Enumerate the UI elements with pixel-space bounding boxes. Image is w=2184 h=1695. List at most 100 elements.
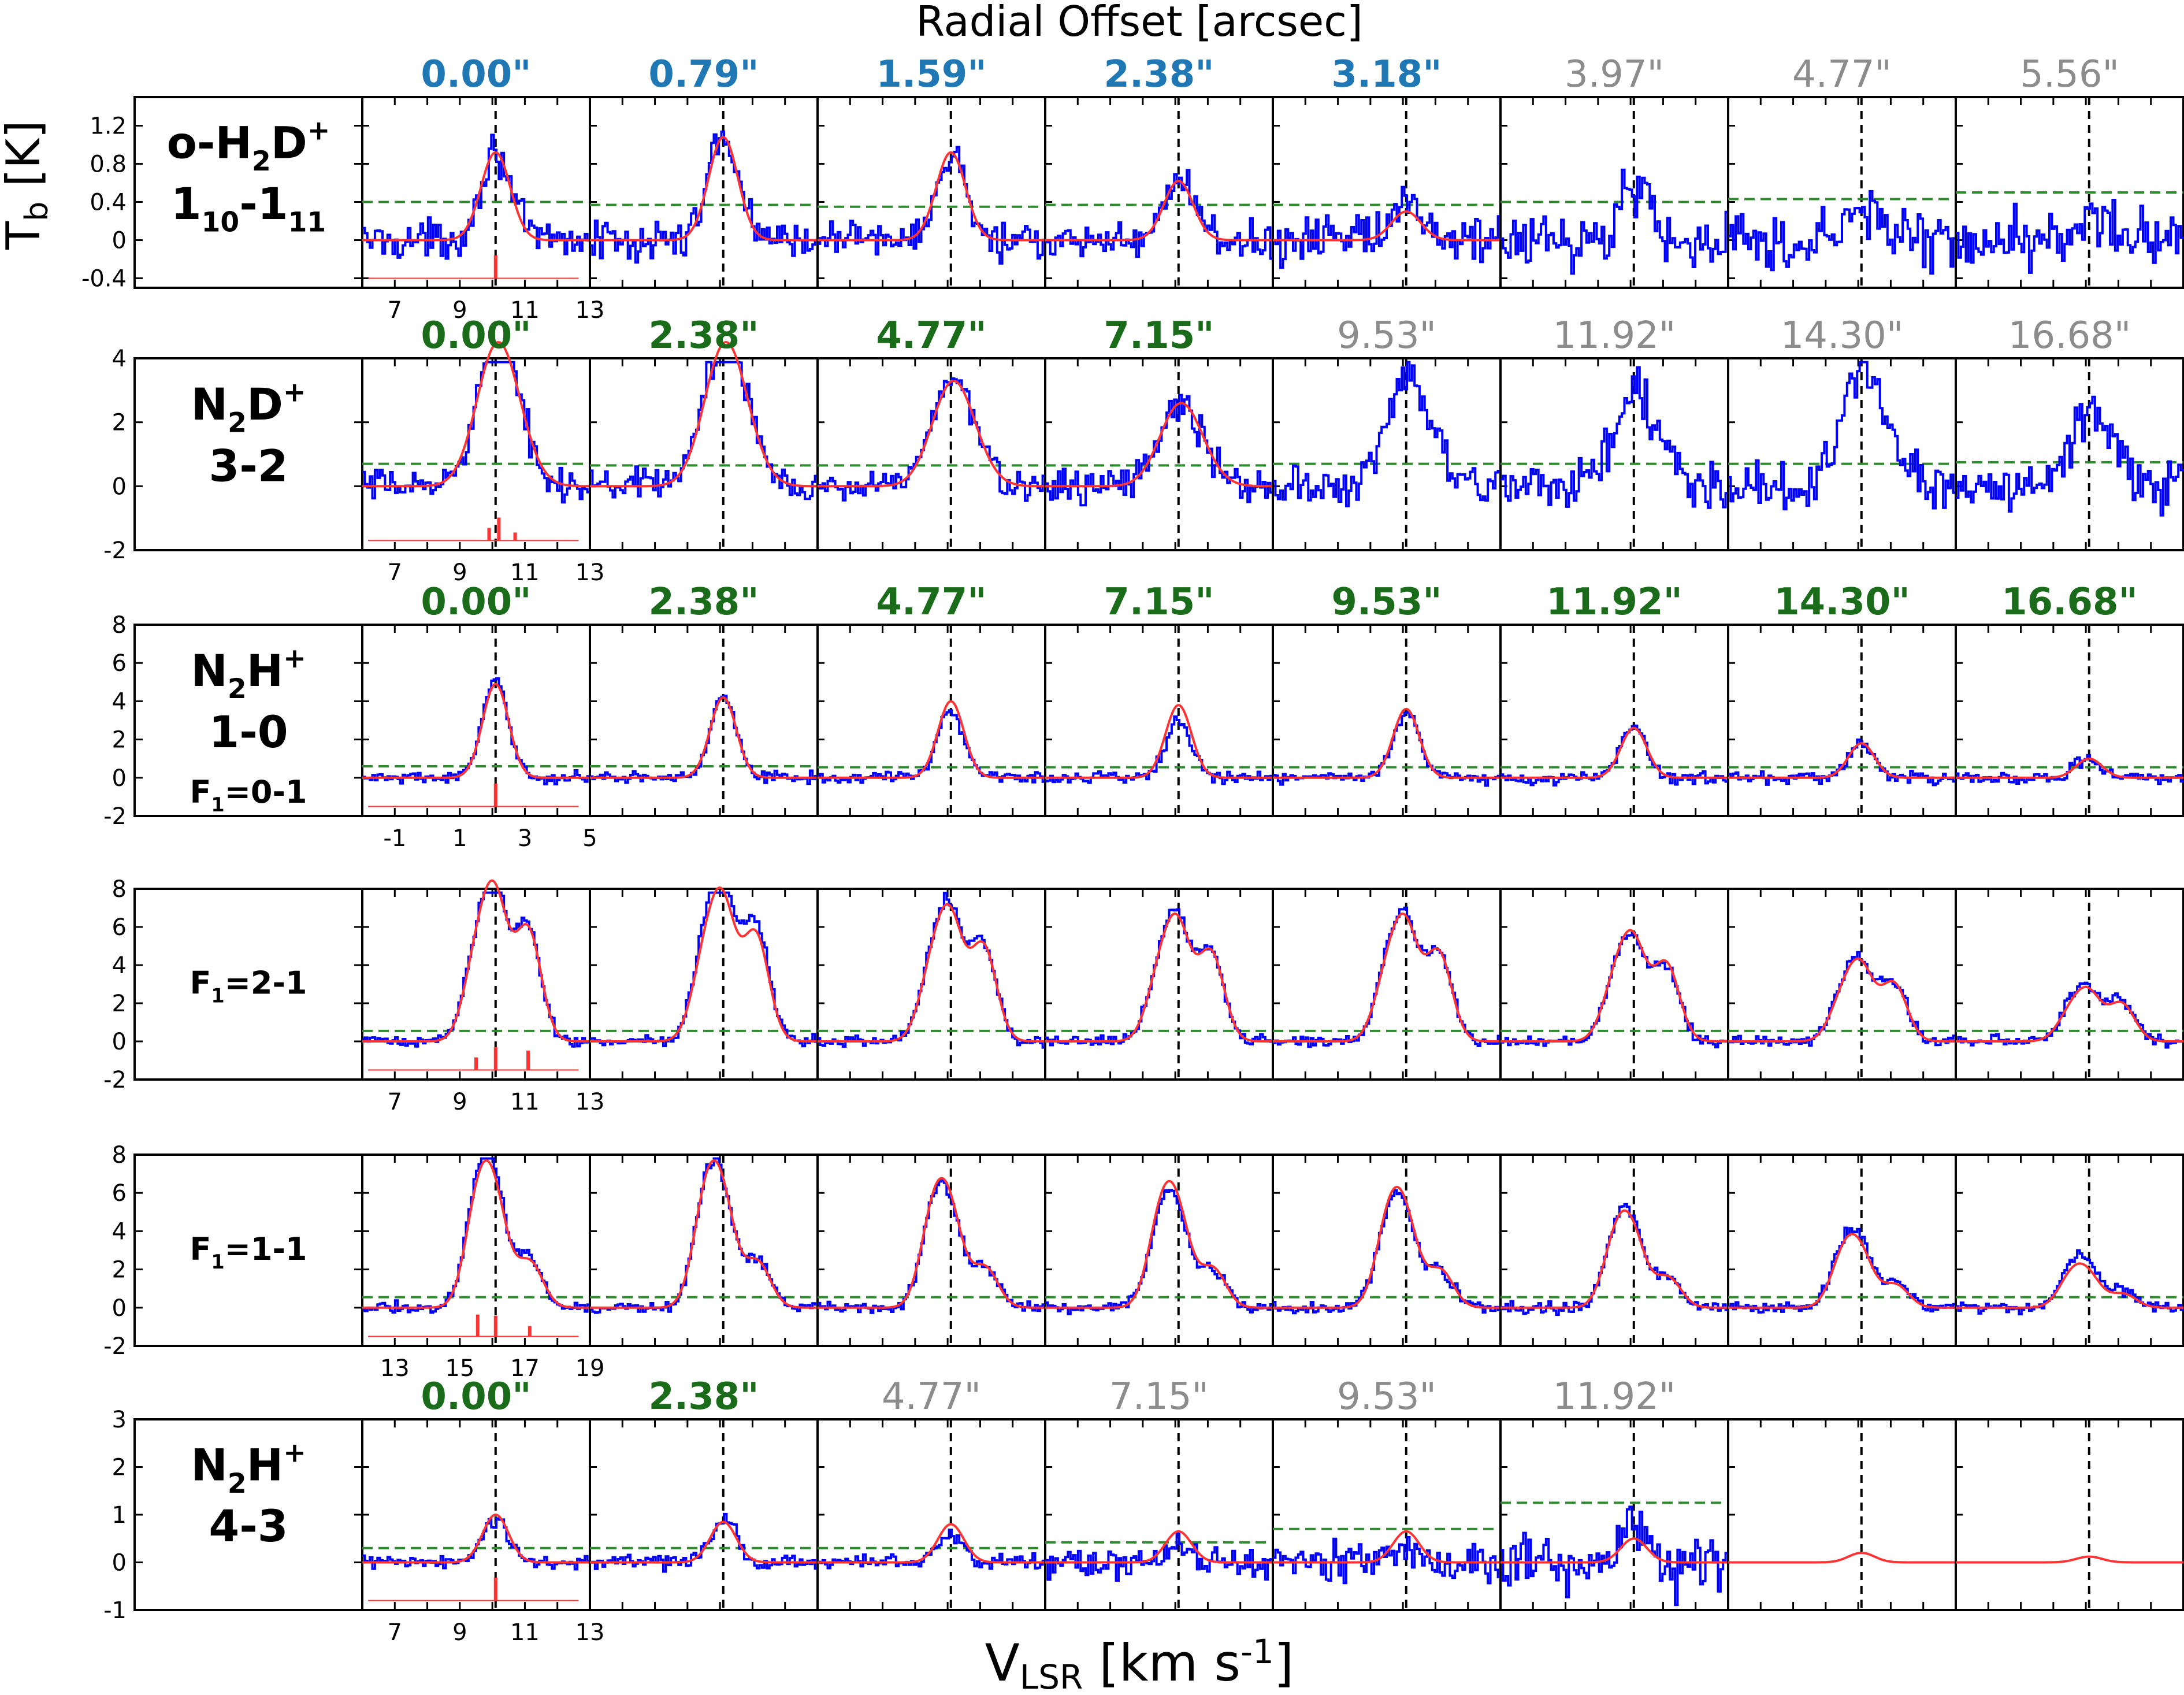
model-spectrum <box>1273 707 1500 779</box>
x-tick-label: 13 <box>575 1089 605 1115</box>
observed-spectrum <box>818 892 1045 1049</box>
spectrum-panel: 2.38" <box>589 314 819 551</box>
row-n2h10a: 8 6 4 2 0 -2 N2H+1-0 F1=0-1 -1 1 3 5 0.00" 2.38" 4.77"… <box>103 581 2184 852</box>
panel-frame <box>816 96 1046 289</box>
observed-spectrum <box>1045 715 1273 785</box>
y-tick-label: 2 <box>112 1257 127 1284</box>
x-tick-label: 7 <box>388 559 402 586</box>
spectrum-panel <box>589 886 819 1081</box>
x-tick-label: 13 <box>380 1355 410 1382</box>
x-tick-label: 11 <box>510 1619 540 1646</box>
observed-spectrum <box>1500 724 1728 787</box>
observed-spectrum <box>1045 1530 1273 1582</box>
offset-label: 2.38" <box>648 314 759 357</box>
panel-frame <box>1727 1418 1957 1611</box>
panel-frame <box>1727 1154 1957 1347</box>
model-spectrum <box>1045 704 1273 779</box>
y-tick-label: -2 <box>103 1067 127 1093</box>
spectrum-panel: 7 9 11 13 0.00" <box>361 314 604 586</box>
panel-frame <box>589 357 819 551</box>
observed-spectrum <box>362 891 590 1048</box>
x-tick-label: 7 <box>388 1619 402 1646</box>
model-spectrum <box>1045 1530 1273 1564</box>
spectrum-panel: 2.38" <box>589 581 819 817</box>
observed-spectrum <box>1500 168 1728 275</box>
panel-frame <box>1499 96 1729 289</box>
model-spectrum <box>1273 210 1500 242</box>
panel-frame <box>1499 624 1729 817</box>
x-tick-label: 11 <box>510 1089 540 1115</box>
model-spectrum <box>362 1159 590 1309</box>
spectrum-panel <box>816 1154 1046 1347</box>
spectrum-panel: 4.77" <box>816 314 1046 551</box>
model-spectrum <box>1045 402 1273 488</box>
offset-label: 11.92" <box>1553 314 1676 357</box>
transition-label: 3-2 <box>209 440 288 491</box>
row-n2d32: 4 2 0 -2 N2D+3-2 7 9 11 13 0.00" 2.38" 4.77" 7.15" 9.… <box>103 314 2184 586</box>
observed-spectrum <box>818 377 1045 502</box>
panel-frame <box>816 357 1046 551</box>
panel-frame <box>816 888 1046 1081</box>
x-tick-label: 11 <box>510 297 540 324</box>
panel-frame <box>1272 96 1502 289</box>
molecule-label: N2H+ <box>191 643 306 705</box>
observed-spectrum <box>1500 1505 1728 1607</box>
panel-frame <box>1044 357 1274 551</box>
spectrum-panel: 2.38" <box>589 1375 819 1611</box>
offset-label: 9.53" <box>1337 314 1436 357</box>
observed-spectrum <box>590 891 818 1048</box>
observed-spectrum <box>1273 1189 1500 1315</box>
y-tick-label: 3 <box>112 1407 127 1433</box>
y-tick-label: 8 <box>112 876 127 903</box>
panel-frame <box>589 624 819 817</box>
model-spectrum <box>1273 912 1500 1043</box>
observed-spectrum <box>818 709 1045 784</box>
observed-spectrum <box>1956 754 2183 785</box>
spectrum-panel: 1.59" <box>816 53 1046 289</box>
y-tick-label: 0.8 <box>90 151 127 178</box>
y-tick-label: 1.2 <box>90 113 127 140</box>
spectrum-panel: -1 1 3 5 0.00" <box>361 581 597 852</box>
y-tick-label: 0 <box>112 1029 127 1055</box>
observed-spectrum <box>1273 1536 1500 1585</box>
panel-frame <box>816 1418 1046 1611</box>
panel-frame <box>1499 1418 1729 1611</box>
spectrum-panel <box>1727 1418 1957 1611</box>
y-tick-label: 4 <box>112 688 127 715</box>
offset-label: 9.53" <box>1331 581 1442 624</box>
model-spectrum <box>1500 1209 1728 1309</box>
model-spectrum <box>1956 1555 2183 1564</box>
spectrum-panel: 3.18" <box>1272 53 1502 289</box>
hyperfine-label: F1=1-1 <box>190 1231 307 1273</box>
y-tick-label: 0 <box>112 473 127 500</box>
spectrum-panel: 7 9 11 13 0.00" <box>361 53 604 324</box>
observed-spectrum <box>1956 199 2183 274</box>
panel-frame <box>1272 624 1502 817</box>
panel-frame <box>1727 96 1957 289</box>
x-tick-label: 5 <box>582 825 597 852</box>
offset-label: 7.15" <box>1104 314 1214 357</box>
y-tick-label: 0 <box>112 1550 127 1577</box>
offset-label: 11.92" <box>1546 581 1682 624</box>
model-spectrum <box>1728 1551 1956 1564</box>
transition-label: 4-3 <box>209 1500 288 1552</box>
panel-frame <box>1499 1154 1729 1347</box>
panel-frame <box>1727 357 1957 551</box>
spectrum-panel: 14.30" <box>1727 314 1957 551</box>
observed-spectrum <box>590 361 818 500</box>
panel-frame <box>1272 1418 1502 1611</box>
observed-spectrum <box>1045 1189 1273 1315</box>
spectrum-panel: 7.15" <box>1044 581 1274 817</box>
x-tick-label: 13 <box>575 1619 605 1646</box>
model-spectrum <box>818 903 1045 1043</box>
observed-spectrum <box>590 695 818 785</box>
observed-spectrum <box>1500 1203 1728 1316</box>
offset-label: 14.30" <box>1774 581 1910 624</box>
panel-frame <box>1272 888 1502 1081</box>
offset-label: 0.00" <box>421 314 531 357</box>
panel-frame <box>1955 888 2184 1081</box>
model-spectrum <box>590 341 818 488</box>
x-tick-label: 9 <box>452 559 467 586</box>
